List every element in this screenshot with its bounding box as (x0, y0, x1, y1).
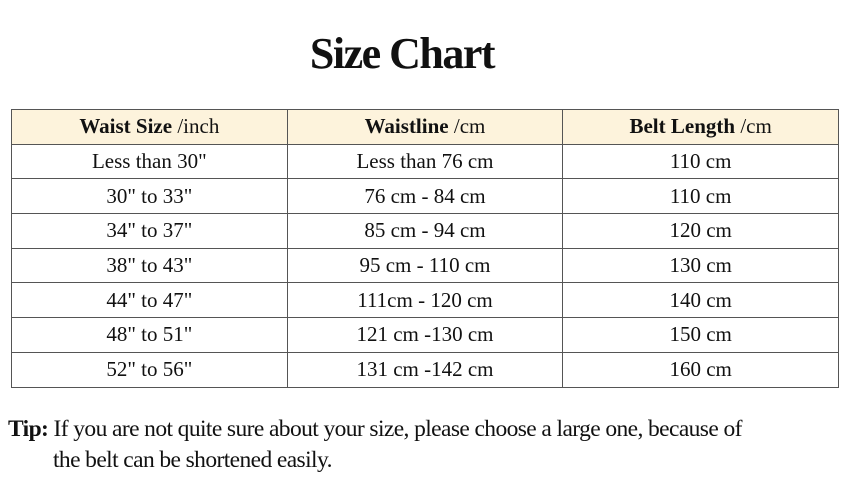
waist-size-cell: 44" to 47" (11, 282, 288, 319)
tip-label: Tip: (8, 416, 49, 442)
waistline-cell: 85 cm - 94 cm (286, 213, 564, 249)
belt-length-cell: 110 cm (562, 178, 839, 215)
waistline-cell: 131 cm -142 cm (286, 351, 564, 388)
table-row: 30" to 33" 76 cm - 84 cm 110 cm (11, 178, 839, 215)
table-row: 48" to 51" 121 cm -130 cm 150 cm (11, 317, 839, 353)
header-waistline: Waistline /cm (286, 109, 564, 145)
table-row: 34" to 37" 85 cm - 94 cm 120 cm (11, 213, 839, 249)
waist-size-cell: Less than 30" (11, 143, 288, 180)
table-row: 38" to 43" 95 cm - 110 cm 130 cm (11, 247, 839, 284)
belt-length-cell: 130 cm (562, 247, 839, 284)
header-belt-length: Belt Length /cm (562, 109, 839, 145)
waist-size-cell: 30" to 33" (11, 178, 288, 215)
waist-size-cell: 34" to 37" (11, 213, 288, 249)
belt-length-cell: 140 cm (562, 282, 839, 319)
belt-length-cell: 110 cm (562, 143, 839, 180)
header-waist-size: Waist Size /inch (11, 109, 288, 145)
table-row: Less than 30" Less than 76 cm 110 cm (11, 143, 839, 180)
waist-size-cell: 38" to 43" (11, 247, 288, 284)
waist-size-cell: 48" to 51" (11, 317, 288, 353)
table-row: 52" to 56" 131 cm -142 cm 160 cm (11, 351, 839, 388)
waistline-cell: 111cm - 120 cm (286, 282, 564, 319)
waistline-cell: 76 cm - 84 cm (286, 178, 564, 215)
table-row: 44" to 47" 111cm - 120 cm 140 cm (11, 282, 839, 319)
tip-note: Tip: If you are not quite sure about you… (8, 414, 742, 476)
waistline-cell: Less than 76 cm (286, 143, 564, 180)
belt-length-cell: 150 cm (562, 317, 839, 353)
page-title: Size Chart (309, 29, 496, 78)
waistline-cell: 95 cm - 110 cm (286, 247, 564, 284)
belt-length-cell: 160 cm (562, 351, 839, 388)
waistline-cell: 121 cm -130 cm (286, 317, 564, 353)
table-header-row: Waist Size /inch Waistline /cm Belt Leng… (11, 109, 839, 145)
belt-length-cell: 120 cm (562, 213, 839, 249)
size-table: Waist Size /inch Waistline /cm Belt Leng… (11, 109, 839, 388)
waist-size-cell: 52" to 56" (11, 351, 288, 388)
tip-line-2: the belt can be shortened easily. (53, 447, 332, 473)
tip-line-1: If you are not quite sure about your siz… (48, 416, 743, 442)
